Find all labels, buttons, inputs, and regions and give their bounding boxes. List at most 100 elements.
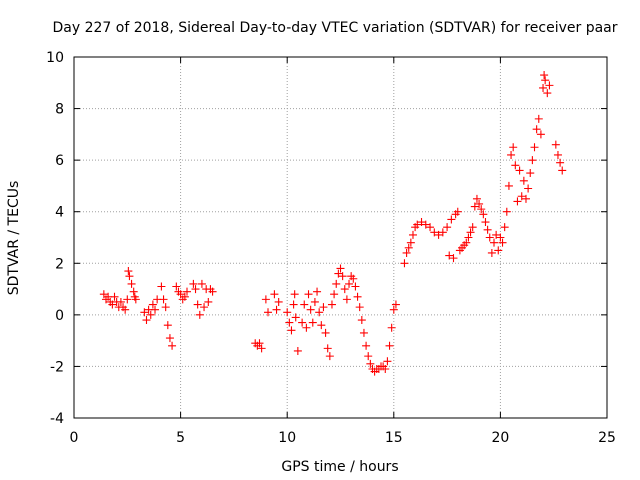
x-tick-label: 25	[598, 430, 616, 446]
x-tick-label: 0	[70, 430, 79, 446]
data-point	[426, 223, 435, 232]
data-point	[161, 303, 170, 312]
data-point	[283, 308, 292, 317]
chart-title: Day 227 of 2018, Sidereal Day-to-day VTE…	[52, 20, 617, 36]
data-point	[355, 303, 364, 312]
data-point	[336, 264, 345, 273]
data-point	[300, 300, 309, 309]
data-point	[353, 292, 362, 301]
data-point	[526, 169, 535, 178]
data-point	[327, 300, 336, 309]
y-axis-label: SDTVAR / TECUs	[6, 181, 22, 296]
data-point	[264, 308, 273, 317]
data-point	[146, 310, 155, 319]
data-point	[151, 305, 160, 314]
data-point	[165, 334, 174, 343]
data-point	[176, 290, 185, 299]
data-point	[449, 254, 458, 263]
x-tick-label: 10	[278, 430, 296, 446]
x-tick-label: 20	[491, 430, 509, 446]
data-point	[298, 318, 307, 327]
data-point	[357, 316, 366, 325]
data-point	[545, 81, 554, 90]
data-point	[381, 365, 390, 374]
data-point	[182, 287, 191, 296]
data-point	[310, 297, 319, 306]
data-point	[359, 328, 368, 337]
data-point	[502, 207, 511, 216]
data-point	[464, 233, 473, 242]
data-point	[208, 287, 217, 296]
data-point	[195, 310, 204, 319]
y-tick-label: -4	[50, 411, 64, 427]
data-point	[291, 313, 300, 322]
data-point	[127, 279, 136, 288]
data-point	[519, 176, 528, 185]
data-point	[556, 158, 565, 167]
data-point	[345, 279, 354, 288]
data-point	[477, 205, 486, 214]
data-point	[306, 305, 315, 314]
data-point	[387, 323, 396, 332]
grid-lines	[74, 57, 607, 418]
data-point	[168, 341, 177, 350]
data-point	[108, 300, 117, 309]
data-point	[475, 199, 484, 208]
data-point	[438, 228, 447, 237]
x-tick-labels: 0 5 10 15 20 25	[70, 430, 616, 446]
data-point	[383, 357, 392, 366]
data-point	[124, 267, 133, 276]
data-point	[430, 228, 439, 237]
data-point	[366, 359, 375, 368]
data-point	[389, 305, 398, 314]
data-point	[385, 341, 394, 350]
data-point	[308, 318, 317, 327]
data-point	[443, 223, 452, 232]
data-point	[290, 290, 299, 299]
data-point	[543, 89, 552, 98]
data-point	[255, 339, 264, 348]
data-point	[302, 323, 311, 332]
data-point	[116, 297, 125, 306]
data-point	[541, 76, 550, 85]
data-point	[391, 300, 400, 309]
data-point	[517, 192, 526, 201]
data-point	[487, 248, 496, 257]
data-point	[189, 279, 198, 288]
data-point	[513, 197, 522, 206]
data-point	[479, 210, 488, 219]
data-points	[99, 71, 567, 376]
data-point	[364, 352, 373, 361]
data-point	[453, 207, 462, 216]
data-point	[406, 238, 415, 247]
y-tick-label: 8	[55, 102, 64, 118]
data-point	[129, 287, 138, 296]
data-point	[172, 282, 181, 291]
data-point	[511, 161, 520, 170]
data-point	[313, 287, 322, 296]
plot-frame	[73, 56, 608, 419]
data-point	[551, 140, 560, 149]
data-point	[468, 223, 477, 232]
data-point	[536, 130, 545, 139]
data-point	[142, 316, 151, 325]
data-point	[421, 220, 430, 229]
data-point	[321, 328, 330, 337]
data-point	[483, 225, 492, 234]
data-point	[532, 125, 541, 134]
y-tick-label: 10	[46, 50, 64, 66]
data-point	[287, 326, 296, 335]
data-point	[553, 150, 562, 159]
data-point	[270, 290, 279, 299]
data-point	[293, 346, 302, 355]
data-point	[334, 269, 343, 278]
data-point	[498, 238, 507, 247]
data-point	[362, 341, 371, 350]
data-point	[257, 344, 266, 353]
data-point	[417, 218, 426, 227]
data-point	[304, 290, 313, 299]
data-point	[530, 143, 539, 152]
data-point	[558, 166, 567, 175]
data-point	[496, 233, 505, 242]
